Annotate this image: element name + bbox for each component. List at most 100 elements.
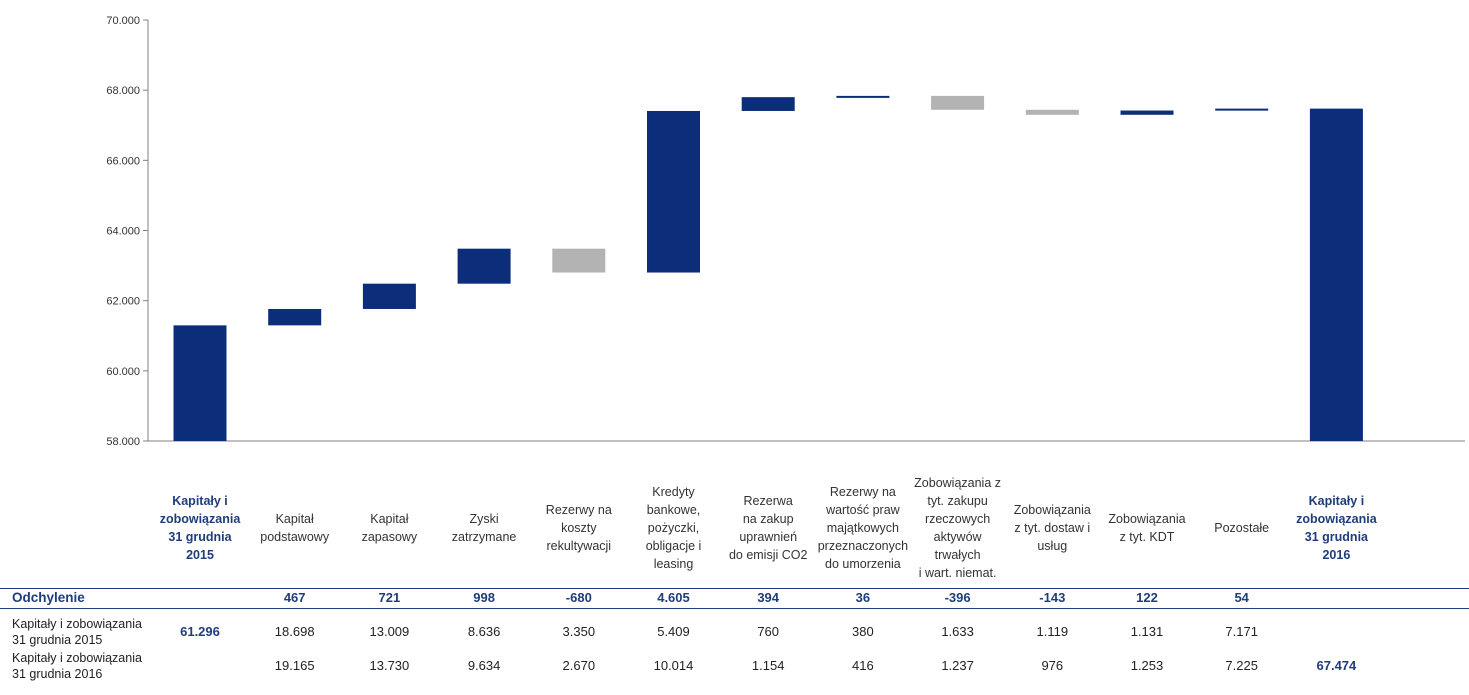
category-label-line: Kapitały i (172, 494, 228, 508)
table-cell: 394 (757, 590, 780, 605)
category-label-line: bankowe, (646, 503, 701, 517)
y-axis: 58.000 60.000 62.000 64.000 66.000 68.000 70.0… (106, 15, 1465, 448)
bar-6 (741, 97, 795, 111)
category-label-line: 2016 (1322, 548, 1351, 562)
category-label-line: rekultywacji (546, 539, 612, 553)
table-row-label-line: 31 grudnia 2016 (12, 667, 103, 681)
table-row-label-line: Kapitały i zobowiązania (12, 617, 142, 631)
y-tick-label: 64.000 (106, 226, 140, 238)
table-cell: 1.237 (941, 658, 974, 673)
bars (173, 95, 1363, 442)
category-label-line: na zakup (742, 512, 794, 526)
table-cell: 67.474 (1316, 658, 1357, 673)
category-label-line: Zobowiązania (1108, 512, 1186, 526)
category-label-line: z tyt. KDT (1119, 530, 1175, 544)
category-label-line: 31 grudnia (1304, 530, 1368, 544)
table-cell: 380 (852, 624, 874, 639)
table-cell: 36 (855, 590, 871, 605)
category-label-line: Rezerwy na (829, 485, 896, 499)
table-cell: 61.296 (180, 624, 220, 639)
category-label-line: do umorzenia (825, 557, 901, 571)
table-divider (0, 608, 1469, 609)
table-cell: 5.409 (657, 624, 690, 639)
category-label-line: koszty (561, 521, 597, 535)
table-cell: 8.636 (467, 624, 501, 639)
table-cell: 13.009 (369, 624, 410, 639)
category-label: Kapitały i zobowiązania 31 grudnia 2016 (1286, 492, 1386, 564)
table-row-label: Kapitały i zobowiązania 31 grudnia 2015 (12, 616, 142, 648)
table-cell: 1.633 (941, 624, 974, 639)
category-label-line: Zyski (469, 512, 499, 526)
category-label-line: uprawnień (739, 530, 798, 544)
table-cell: 54 (1234, 590, 1249, 605)
bar-10 (1120, 110, 1174, 115)
y-tick-label: 68.000 (106, 85, 140, 97)
bar-9 (1025, 109, 1079, 115)
category-label-line: zapasowy (361, 530, 418, 544)
category-label-line: wartość praw (826, 503, 900, 517)
bar-5 (647, 110, 700, 273)
category-label-line: pożyczki, (647, 521, 700, 535)
category-label: Zobowiązania z tyt. zakupu rzeczowych aktyw… (908, 474, 1008, 582)
category-label: Zobowiązania z tyt. dostaw i usług (1002, 501, 1102, 555)
y-tick-label: 70.000 (106, 15, 140, 27)
table-cell: 998 (473, 590, 495, 605)
table-cell: 1.119 (1036, 624, 1069, 639)
category-label-line: usług (1037, 539, 1068, 553)
table-cell: 1.253 (1130, 658, 1164, 673)
category-label-line: majątkowych (826, 521, 900, 535)
category-label-line: tyt. zakupu (927, 494, 988, 508)
table-cell: 10.014 (653, 658, 694, 673)
table-cell: 4.605 (657, 590, 690, 605)
category-label-line: 31 grudnia (168, 530, 232, 544)
category-label-line: zobowiązania (1296, 512, 1377, 526)
y-tick-label: 60.000 (106, 366, 140, 378)
waterfall-chart: 58.000 60.000 62.000 64.000 66.000 68.000 70.0… (106, 15, 1465, 448)
category-label-line: rzeczowych (924, 512, 991, 526)
category-label: Kapitały i zobowiązania 31 grudnia 2015 (150, 492, 250, 564)
table-cell: 2.670 (562, 658, 596, 673)
category-label: Zobowiązania z tyt. KDT (1097, 510, 1197, 546)
table-cell: 416 (852, 658, 874, 673)
table-cell: 18.698 (274, 624, 315, 639)
bar-12 (1309, 108, 1363, 442)
category-label-line: podstawowy (260, 530, 330, 544)
bar-11 (1215, 108, 1269, 111)
category-label-line: obligacje i (645, 539, 702, 553)
table-cell: 721 (378, 590, 401, 605)
table-cell: 7.225 (1225, 658, 1258, 673)
table-cell: 976 (1041, 658, 1064, 673)
category-label-line: Zobowiązania z (914, 476, 1002, 490)
category-label-line: z tyt. dostaw i (1014, 521, 1091, 535)
table-cell: 1.154 (751, 658, 785, 673)
category-label-line: Kapitały i (1308, 494, 1365, 508)
y-tick-label: 66.000 (106, 155, 140, 167)
category-label-line: przeznaczonych (817, 539, 909, 553)
category-label-line: do emisji CO2 (728, 548, 808, 562)
category-label: Rezerwa na zakup uprawnień do emisji CO2 (718, 492, 818, 564)
table-divider (0, 588, 1469, 589)
category-label-line: Rezerwa (743, 494, 793, 508)
table-row-label: Kapitały i zobowiązania 31 grudnia 2016 (12, 650, 142, 682)
table-cell: 13.730 (369, 658, 410, 673)
y-tick-label: 58.000 (106, 436, 140, 448)
category-label: Zyski zatrzymane (434, 510, 534, 546)
category-label-line: Rezerwy na (545, 503, 612, 517)
table-cell: 7.171 (1225, 624, 1258, 639)
bar-1 (268, 308, 322, 326)
category-label-line: leasing (653, 557, 694, 571)
category-label: Rezerwy na wartość praw majątkowych przezna… (813, 483, 913, 573)
table-cell: 122 (1136, 590, 1158, 605)
table-cell: 760 (757, 624, 780, 639)
table-cell: 19.165 (274, 658, 315, 673)
bar-7 (836, 95, 890, 98)
table-row-label-line: Odchylenie (12, 590, 85, 605)
category-label: Kredyty bankowe, pożyczki, obligacje i leasi… (624, 483, 724, 573)
y-tick-label: 62.000 (106, 296, 140, 308)
bar-2 (362, 283, 416, 309)
category-label: Rezerwy na koszty rekultywacji (529, 501, 629, 555)
category-label-line: Kredyty (652, 485, 695, 499)
table-row-label: Odchylenie (12, 590, 85, 606)
category-label-line: trwałych (934, 548, 981, 562)
bar-4 (552, 248, 606, 273)
